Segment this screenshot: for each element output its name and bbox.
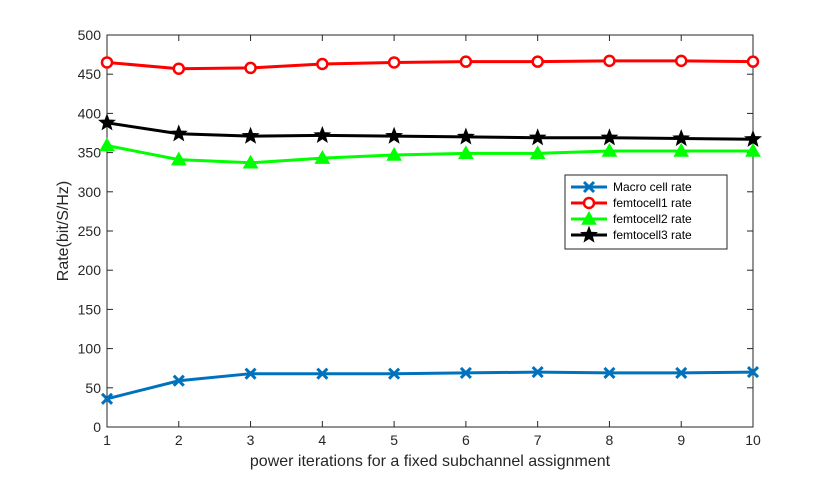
marker-x-stroke xyxy=(100,392,114,405)
marker-circle xyxy=(531,55,544,68)
legend-label: Macro cell rate xyxy=(613,180,692,194)
marker-star xyxy=(672,129,691,147)
marker-circle xyxy=(100,56,114,69)
y-tick-label: 150 xyxy=(78,301,102,317)
x-tick-label: 1 xyxy=(103,432,111,448)
y-tick-label: 350 xyxy=(78,145,102,161)
legend-item: Macro cell rate xyxy=(571,180,692,194)
legend-item: femtocell1 rate xyxy=(571,196,692,210)
marker-x xyxy=(100,392,114,405)
marker-star xyxy=(580,225,598,243)
series-layer xyxy=(98,54,762,405)
marker-circle xyxy=(387,56,401,69)
legend-item: femtocell2 rate xyxy=(571,210,692,226)
marker-triangle xyxy=(673,143,690,157)
y-tick-label: 100 xyxy=(78,341,102,357)
marker-x-stroke xyxy=(244,367,257,380)
marker-x xyxy=(172,374,185,387)
y-axis-label: Rate(bit/S/Hz) xyxy=(55,181,72,281)
x-tick-label: 6 xyxy=(462,432,470,448)
marker-x-stroke xyxy=(316,367,329,380)
marker-star xyxy=(313,125,332,143)
marker-star xyxy=(600,128,619,146)
marker-star xyxy=(385,126,404,144)
marker-x-stroke xyxy=(459,366,472,379)
axis-ticks: 1 2 3 4 5 6 7 8 9 1005010015020025030035040045050… xyxy=(78,27,761,448)
y-tick-label: 250 xyxy=(78,223,102,239)
marker-x xyxy=(244,367,257,380)
y-tick-label: 0 xyxy=(93,419,101,435)
x-tick-label: 4 xyxy=(318,432,326,448)
marker-x-stroke xyxy=(531,366,544,379)
marker-x-stroke xyxy=(582,180,596,194)
marker-circle xyxy=(316,57,329,71)
marker-x xyxy=(531,366,544,379)
x-tick-label: 10 xyxy=(745,432,761,448)
x-tick-label: 2 xyxy=(175,432,183,448)
marker-circle xyxy=(459,55,473,68)
marker-star xyxy=(98,113,116,131)
marker-x-stroke xyxy=(388,367,401,380)
marker-triangle xyxy=(581,210,597,225)
legend-label: femtocell3 rate xyxy=(613,228,692,242)
marker-triangle xyxy=(170,151,187,166)
marker-star xyxy=(528,128,547,146)
legend-label: femtocell1 rate xyxy=(613,196,692,210)
marker-x xyxy=(603,366,616,379)
series-3 xyxy=(99,137,761,169)
legend-item: femtocell3 rate xyxy=(571,225,692,243)
marker-circle xyxy=(603,54,616,68)
marker-triangle xyxy=(601,143,618,157)
series-line xyxy=(106,144,753,165)
marker-circle xyxy=(172,62,186,75)
y-tick-label: 300 xyxy=(78,184,102,200)
marker-star xyxy=(744,129,762,147)
marker-x xyxy=(459,366,472,379)
x-tick-label: 3 xyxy=(247,432,255,448)
marker-star xyxy=(241,126,260,144)
marker-x-stroke xyxy=(746,366,760,379)
marker-circle xyxy=(244,61,257,75)
marker-x-stroke xyxy=(603,366,616,379)
y-tick-label: 50 xyxy=(85,380,101,396)
y-tick-label: 500 xyxy=(78,27,102,43)
marker-x xyxy=(316,367,329,380)
x-axis-label: power iterations for a fixed subchannel … xyxy=(250,453,611,470)
marker-x xyxy=(582,180,596,194)
y-tick-label: 200 xyxy=(78,262,102,278)
marker-triangle xyxy=(386,146,402,161)
legend: Macro cell rate femtocell1 rate femtocell2… xyxy=(564,174,728,250)
marker-triangle xyxy=(99,137,115,152)
series-2 xyxy=(100,54,760,75)
marker-triangle xyxy=(242,154,259,169)
y-tick-label: 450 xyxy=(78,66,102,82)
series-1 xyxy=(100,366,760,405)
marker-circle xyxy=(582,196,596,210)
marker-star xyxy=(169,124,188,142)
series-line xyxy=(106,59,754,71)
marker-triangle xyxy=(314,150,331,164)
marker-triangle xyxy=(529,145,546,160)
x-tick-label: 7 xyxy=(534,432,542,448)
series-line xyxy=(106,370,754,401)
marker-circle xyxy=(674,54,688,68)
legend-label: femtocell2 rate xyxy=(613,212,692,226)
marker-x xyxy=(675,366,688,379)
marker-x-stroke xyxy=(675,366,688,379)
marker-circle xyxy=(746,55,760,68)
marker-x xyxy=(388,367,401,380)
marker-triangle xyxy=(745,143,761,157)
marker-x xyxy=(746,366,760,379)
y-tick-label: 400 xyxy=(78,105,102,121)
series-4 xyxy=(98,113,762,147)
series-line xyxy=(106,121,754,141)
x-tick-label: 5 xyxy=(390,432,398,448)
marker-star xyxy=(456,127,475,145)
x-tick-label: 9 xyxy=(677,432,685,448)
marker-triangle xyxy=(458,145,474,160)
x-tick-label: 8 xyxy=(606,432,614,448)
marker-x-stroke xyxy=(172,374,185,387)
